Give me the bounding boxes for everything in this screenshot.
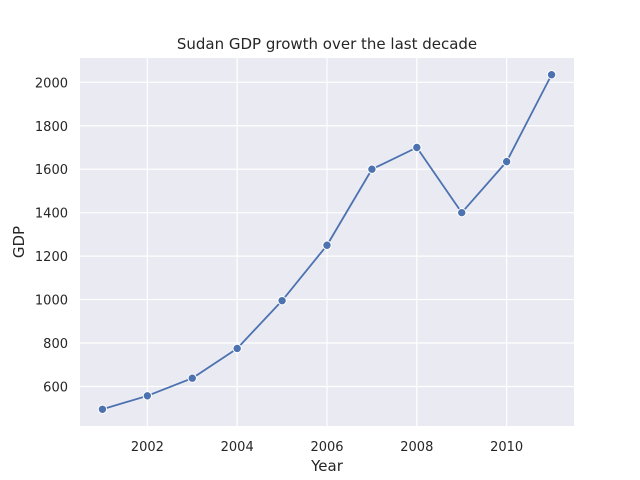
- series-layer: [97, 70, 557, 414]
- y-axis-label: GDP: [10, 226, 28, 258]
- data-point: [412, 142, 422, 153]
- x-tick-label: 2010: [490, 440, 523, 455]
- y-tick-label: 1000: [35, 294, 68, 309]
- data-point: [501, 156, 512, 167]
- data-point: [546, 70, 557, 80]
- tick-labels: 2002 2004 2006 2008 2010 600 800 1000 1200 1400 16…: [35, 76, 523, 455]
- data-point: [142, 391, 153, 401]
- y-tick-label: 1600: [35, 163, 68, 178]
- y-tick-label: 2000: [35, 76, 68, 91]
- x-tick-label: 2004: [221, 440, 254, 455]
- data-point: [97, 404, 108, 414]
- data-point: [187, 373, 197, 383]
- x-tick-label: 2008: [400, 440, 433, 455]
- x-axis-label: Year: [310, 457, 344, 475]
- data-point: [367, 164, 377, 174]
- y-tick-label: 1400: [35, 207, 68, 222]
- y-tick-label: 800: [43, 337, 68, 352]
- data-point: [457, 207, 467, 218]
- data-point: [277, 295, 287, 306]
- x-tick-label: 2006: [310, 440, 343, 455]
- chart-title: Sudan GDP growth over the last decade: [177, 35, 477, 53]
- y-tick-label: 600: [43, 380, 68, 395]
- y-tick-label: 1800: [35, 120, 68, 135]
- x-tick-label: 2002: [131, 440, 164, 455]
- data-point: [232, 343, 242, 354]
- data-point: [322, 240, 332, 250]
- y-tick-label: 1200: [35, 250, 68, 265]
